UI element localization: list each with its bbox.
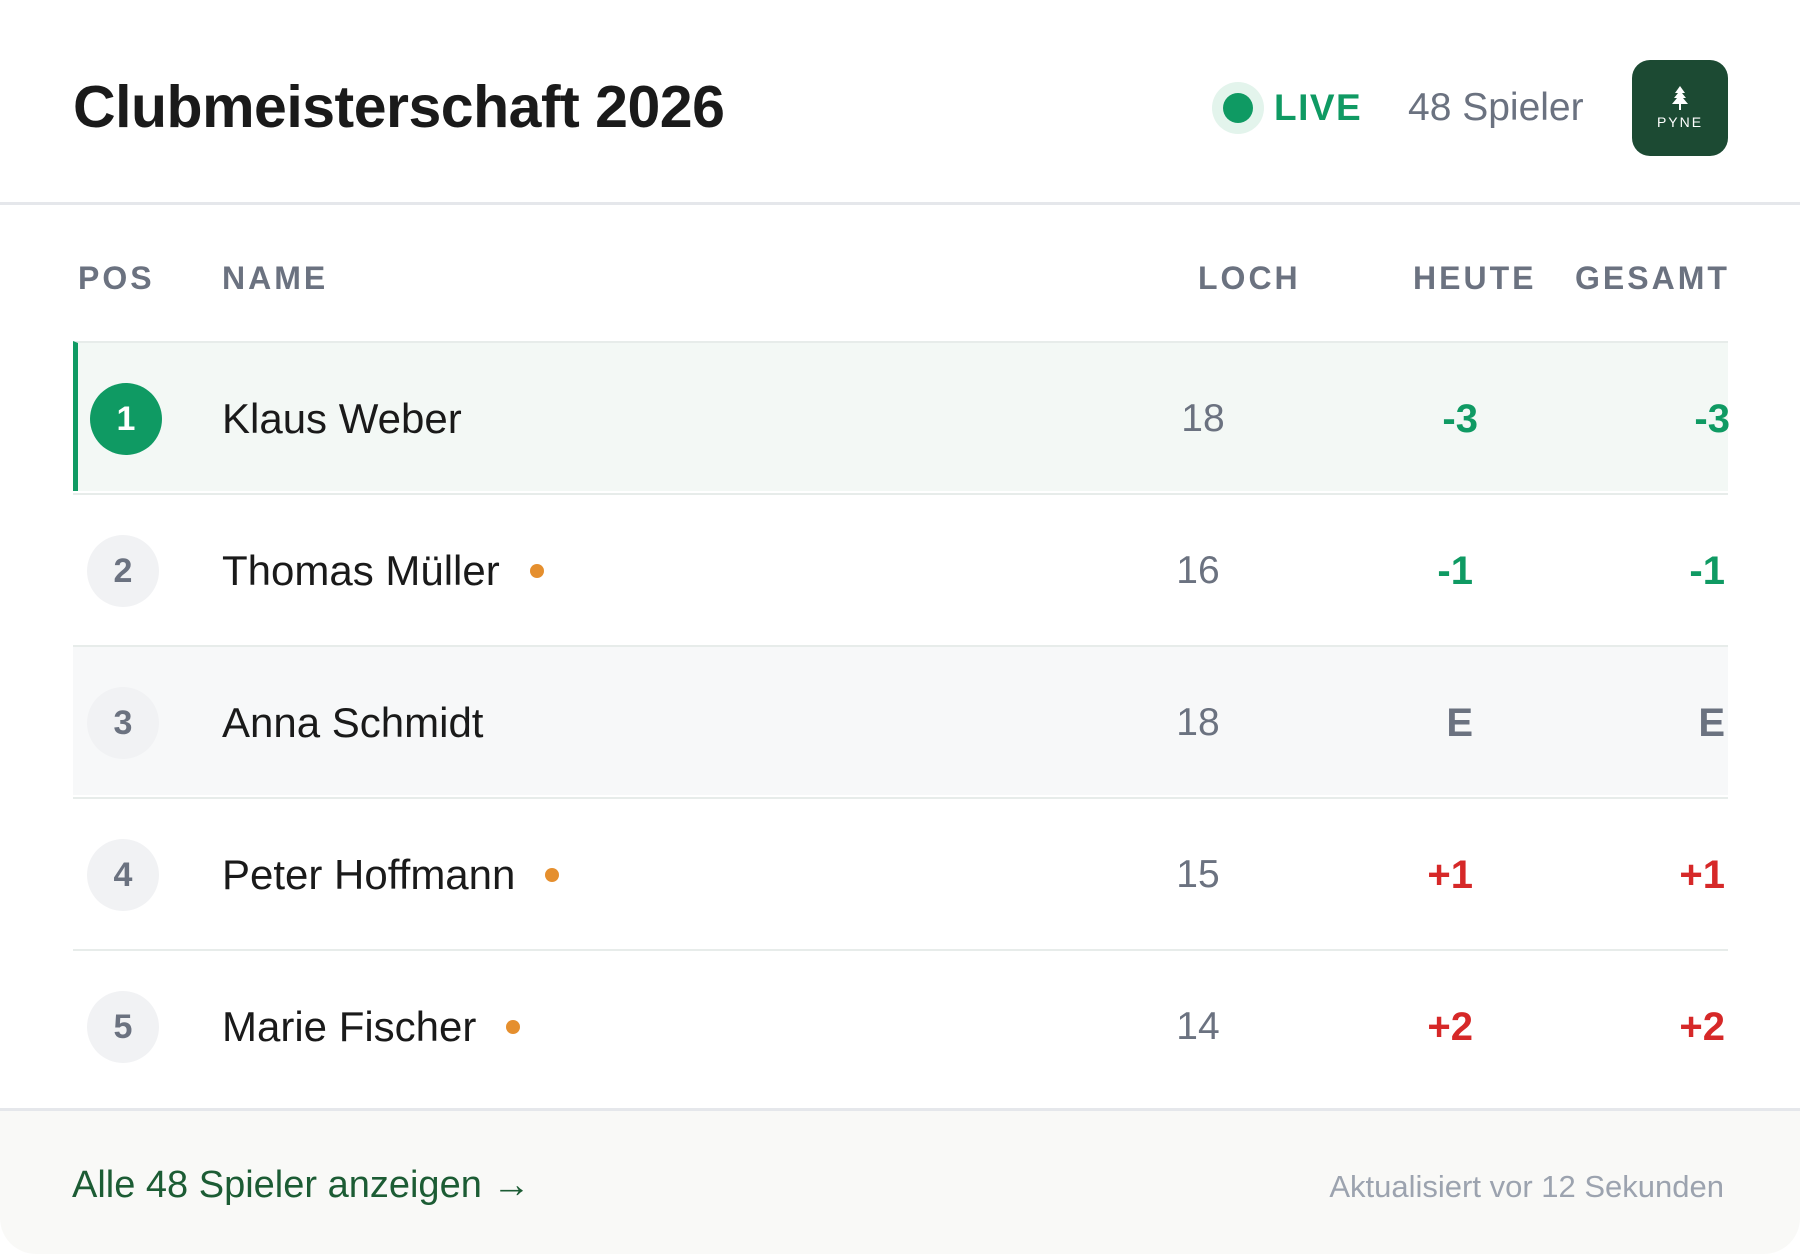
- logo-text: PYNE: [1656, 114, 1704, 130]
- leaderboard-footer: Alle 48 Spieler anzeigen → Aktualisiert …: [0, 1108, 1800, 1254]
- player-name-text: Peter Hoffmann: [222, 851, 516, 898]
- player-name: Thomas Müller: [222, 545, 544, 597]
- total-score: +1: [1679, 853, 1725, 897]
- today-score: +2: [1427, 1005, 1473, 1049]
- total-score: -3: [1694, 397, 1730, 441]
- player-count: 48 Spieler: [1408, 86, 1584, 129]
- position-badge: 1: [90, 383, 162, 455]
- player-name-text: Thomas Müller: [222, 547, 500, 594]
- column-header-name: NAME: [222, 260, 329, 296]
- hole-value: 18: [1176, 701, 1220, 744]
- total-score: E: [1698, 701, 1725, 745]
- hole-value: 18: [1181, 397, 1225, 440]
- today-score: -3: [1442, 397, 1478, 441]
- last-updated-text: Aktualisiert vor 12 Sekunden: [1329, 1169, 1724, 1204]
- player-name: Anna Schmidt: [222, 697, 483, 749]
- player-name: Marie Fischer: [222, 1001, 521, 1053]
- table-row[interactable]: 3 Anna Schmidt 18 E E: [73, 645, 1728, 795]
- player-name-text: Klaus Weber: [222, 395, 462, 442]
- table-row[interactable]: 5 Marie Fischer 14 +2 +2: [73, 949, 1728, 1099]
- live-indicator: LIVE: [1212, 82, 1362, 134]
- table-row[interactable]: 4 Peter Hoffmann 15 +1 +1: [73, 797, 1728, 947]
- show-all-players-link[interactable]: Alle 48 Spieler anzeigen →: [72, 1164, 531, 1206]
- position-badge: 3: [87, 687, 159, 759]
- club-logo: PYNE: [1632, 60, 1728, 156]
- position-badge: 4: [87, 839, 159, 911]
- on-course-dot-icon: [529, 564, 544, 578]
- page-title: Clubmeisterschaft 2026: [73, 74, 725, 140]
- position-badge: 2: [87, 535, 159, 607]
- column-header-today: HEUTE: [1413, 260, 1537, 296]
- hole-value: 14: [1176, 1005, 1220, 1048]
- live-label: LIVE: [1274, 87, 1363, 128]
- table-row[interactable]: 1 Klaus Weber 18 -3 -3: [73, 341, 1730, 491]
- table-row[interactable]: 2 Thomas Müller 16 -1 -1: [73, 493, 1728, 643]
- total-score: +2: [1679, 1005, 1725, 1049]
- player-name-text: Marie Fischer: [222, 1003, 477, 1050]
- column-header-pos: POS: [78, 260, 155, 296]
- player-name: Klaus Weber: [222, 393, 462, 445]
- position-badge: 5: [87, 991, 159, 1063]
- on-course-dot-icon: [506, 1020, 521, 1034]
- tree-logo-icon: [1672, 86, 1688, 110]
- column-header-hole: LOCH: [1198, 260, 1301, 296]
- column-header-total: GESAMT: [1575, 260, 1730, 296]
- live-dot-icon: [1212, 82, 1264, 134]
- leaderboard-header: Clubmeisterschaft 2026 LIVE 48 Spieler P…: [0, 0, 1800, 205]
- player-name: Peter Hoffmann: [222, 849, 560, 901]
- today-score: +1: [1427, 853, 1473, 897]
- today-score: E: [1446, 701, 1473, 745]
- total-score: -1: [1689, 549, 1725, 593]
- today-score: -1: [1437, 549, 1473, 593]
- hole-value: 16: [1176, 549, 1220, 592]
- on-course-dot-icon: [545, 868, 560, 882]
- hole-value: 15: [1176, 853, 1220, 896]
- player-name-text: Anna Schmidt: [222, 699, 484, 746]
